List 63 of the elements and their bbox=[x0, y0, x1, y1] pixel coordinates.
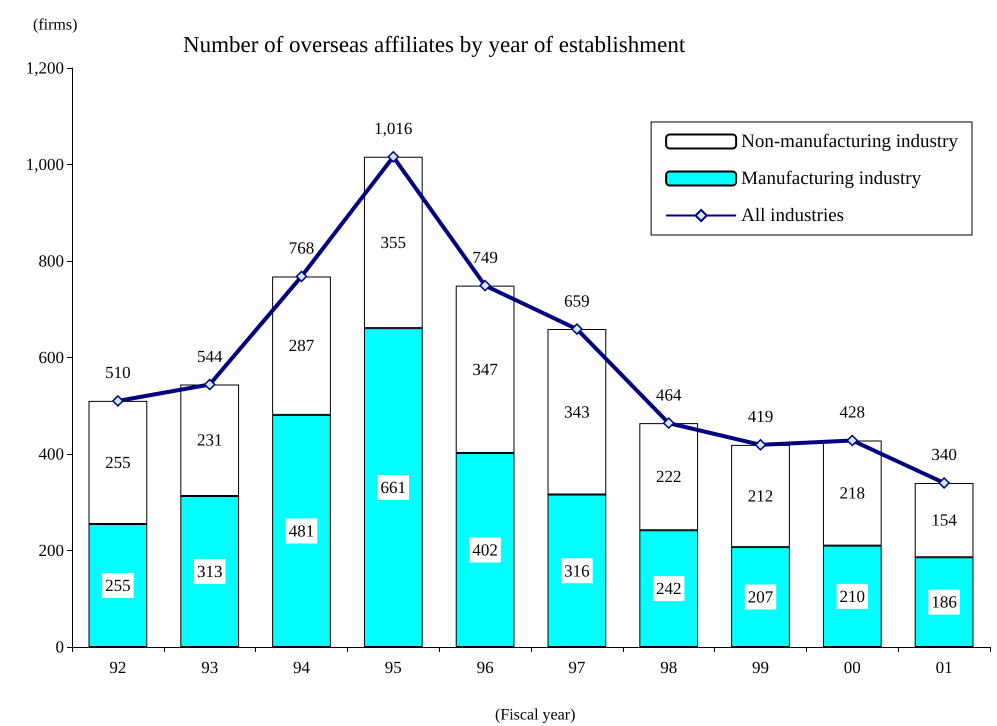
data-label: 242 bbox=[656, 579, 682, 598]
legend-label: Non-manufacturing industry bbox=[741, 131, 958, 152]
y-tick-label: 200 bbox=[38, 541, 64, 560]
y-tick-label: 600 bbox=[38, 348, 64, 367]
data-label: 154 bbox=[931, 510, 958, 530]
data-label: 210 bbox=[840, 586, 866, 606]
data-label: 419 bbox=[748, 407, 774, 426]
data-label: 255 bbox=[105, 452, 131, 472]
x-tick-label: 94 bbox=[293, 658, 310, 677]
data-label: 207 bbox=[748, 588, 774, 607]
legend-label: All industries bbox=[741, 205, 844, 226]
data-label: 212 bbox=[748, 486, 774, 506]
point bbox=[112, 395, 124, 407]
x-tick-label: 95 bbox=[384, 658, 402, 677]
data-label: 355 bbox=[380, 232, 406, 252]
x-tick-label: 00 bbox=[844, 658, 861, 677]
x-tick-label: 98 bbox=[660, 658, 678, 677]
chart-title: Number of overseas affiliates by year of establishment bbox=[183, 32, 686, 57]
x-tick-label: 92 bbox=[109, 658, 126, 677]
data-label: 428 bbox=[840, 402, 866, 422]
data-label: 313 bbox=[196, 562, 222, 581]
data-label: 661 bbox=[380, 478, 406, 498]
data-label: 316 bbox=[564, 561, 590, 580]
x-tick-label: 96 bbox=[476, 658, 494, 677]
data-label: 464 bbox=[656, 385, 682, 404]
data-label: 544 bbox=[196, 346, 223, 366]
data-label: 481 bbox=[288, 521, 314, 540]
point bbox=[846, 434, 858, 446]
point bbox=[204, 378, 216, 390]
data-label: 231 bbox=[196, 430, 222, 450]
data-label: 749 bbox=[472, 248, 498, 267]
y-axis-title: (firms) bbox=[33, 16, 78, 34]
y-tick-label: 800 bbox=[38, 252, 64, 270]
point bbox=[662, 417, 674, 429]
point bbox=[479, 280, 491, 292]
data-label: 218 bbox=[840, 484, 866, 503]
point bbox=[754, 439, 766, 451]
data-label: 659 bbox=[564, 291, 590, 310]
x-tick-label: 99 bbox=[752, 658, 769, 677]
point bbox=[938, 477, 950, 489]
point bbox=[296, 270, 308, 282]
point bbox=[571, 323, 583, 335]
data-label: 1,016 bbox=[374, 119, 412, 138]
legend-label: Manufacturing industry bbox=[741, 168, 922, 189]
x-axis-title: (Fiscal year) bbox=[495, 706, 576, 724]
data-label: 402 bbox=[472, 540, 498, 560]
y-tick-label: 1,000 bbox=[26, 155, 64, 174]
x-tick-label: 97 bbox=[568, 658, 586, 677]
y-tick-label: 1,200 bbox=[26, 58, 64, 78]
data-label: 347 bbox=[472, 360, 498, 379]
data-label: 222 bbox=[656, 467, 682, 486]
y-tick-label: 400 bbox=[38, 444, 64, 464]
data-label: 255 bbox=[105, 576, 131, 595]
x-tick-label: 93 bbox=[201, 658, 218, 677]
x-tick-label: 01 bbox=[936, 658, 953, 677]
data-label: 340 bbox=[931, 445, 957, 464]
data-label: 510 bbox=[105, 363, 131, 382]
data-label: 343 bbox=[564, 402, 590, 422]
data-label: 287 bbox=[288, 336, 315, 356]
point bbox=[388, 151, 400, 163]
data-label: 768 bbox=[288, 238, 314, 258]
data-label: 186 bbox=[931, 592, 957, 612]
y-tick-label: 0 bbox=[56, 638, 64, 656]
